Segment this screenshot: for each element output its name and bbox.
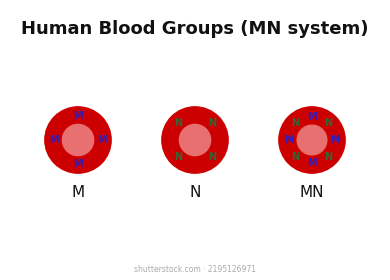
Text: M: M [307,158,317,168]
Ellipse shape [279,107,345,173]
Ellipse shape [179,124,211,156]
Text: N: N [208,118,216,128]
Text: N: N [291,151,300,162]
Text: M: M [331,135,340,145]
Ellipse shape [297,125,327,155]
Ellipse shape [45,107,111,173]
Text: M: M [73,111,83,121]
Ellipse shape [162,107,228,173]
Text: M: M [49,135,58,145]
Text: N: N [291,118,300,129]
Text: M: M [98,135,107,145]
Text: N: N [208,152,216,162]
Text: M: M [71,185,85,200]
Text: M: M [73,159,83,169]
Ellipse shape [62,124,94,156]
Text: N: N [174,118,182,128]
Text: N: N [189,185,201,200]
Text: Human Blood Groups (MN system): Human Blood Groups (MN system) [21,20,369,38]
Text: shutterstock.com · 2195126971: shutterstock.com · 2195126971 [134,265,256,274]
Text: M: M [307,112,317,122]
Text: N: N [324,151,333,162]
Text: N: N [324,118,333,129]
Text: MN: MN [300,185,324,200]
Text: N: N [174,152,182,162]
Text: M: M [284,135,293,145]
